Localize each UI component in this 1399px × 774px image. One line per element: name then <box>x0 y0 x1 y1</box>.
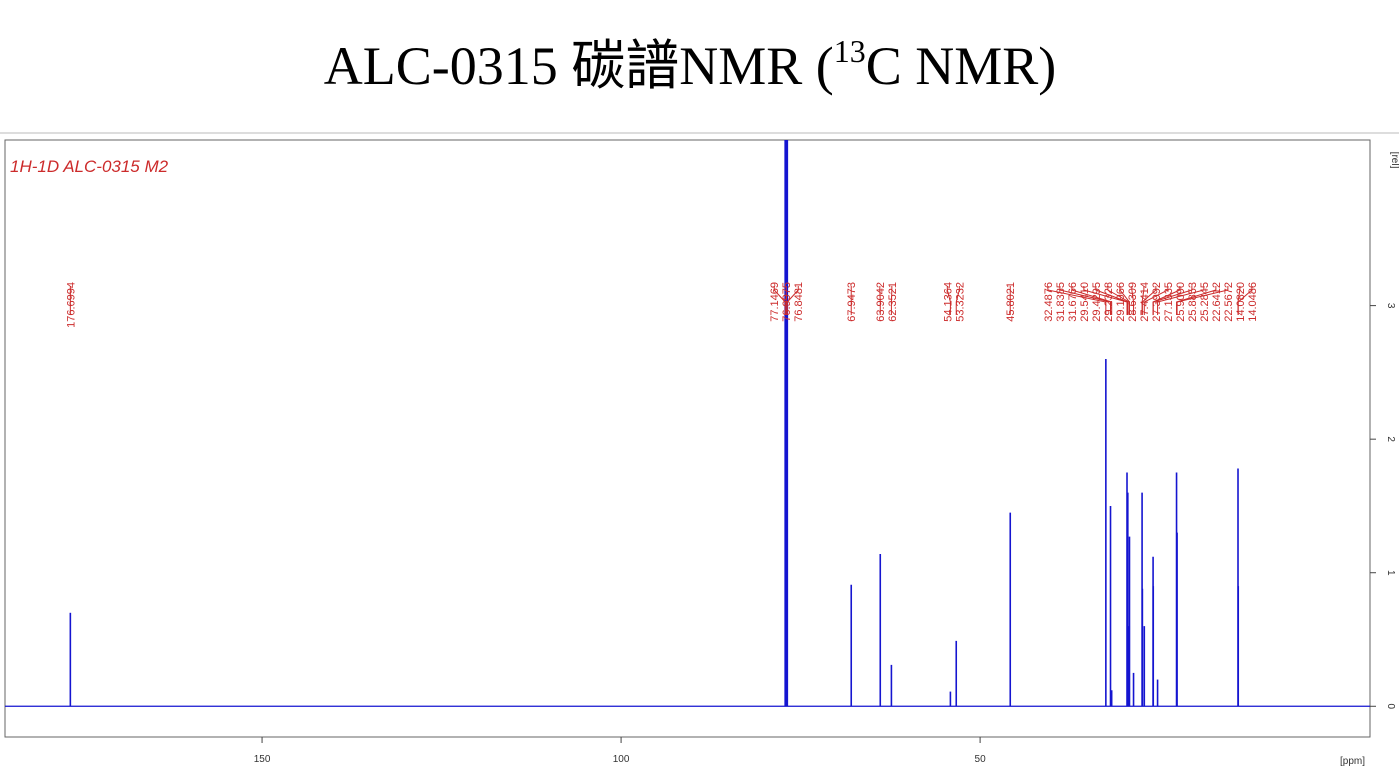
y-tick-label: 1 <box>1385 570 1396 576</box>
peak-label: 176.6994 <box>65 282 77 328</box>
peak-label-connector <box>946 286 951 315</box>
peak-label-connector <box>1141 286 1157 315</box>
peak-label-connector <box>1176 286 1217 315</box>
peak-label: 25.9090 <box>1175 282 1187 322</box>
y-tick-label: 3 <box>1385 303 1396 309</box>
peak-label: 45.8021 <box>1005 282 1017 322</box>
peak-label: 29.2328 <box>1103 282 1115 322</box>
peak-label-connector <box>1083 286 1128 315</box>
peak-label-connector <box>773 286 786 315</box>
peaks <box>5 140 1370 707</box>
peak-label-connector <box>786 286 799 315</box>
peak-label: 54.1364 <box>942 282 954 322</box>
peak-label-connector <box>955 286 960 315</box>
peak-label-connector <box>1157 286 1205 315</box>
title-text: ALC-0315 碳譜NMR ( <box>324 36 834 96</box>
peak-label: 29.5410 <box>1079 282 1091 322</box>
x-axis-label: [ppm] <box>1340 756 1365 767</box>
peak-label: 28.6309 <box>1127 282 1139 322</box>
peak-label: 63.9042 <box>875 282 887 322</box>
peak-label: 22.6412 <box>1211 282 1223 322</box>
peak-label: 67.9473 <box>846 282 858 322</box>
peak-label: 31.8385 <box>1055 282 1067 322</box>
x-tick-label: 150 <box>254 754 271 765</box>
peak-label: 22.5672 <box>1223 282 1235 322</box>
peak-label-connector <box>1131 286 1135 315</box>
peak-label: 76.8481 <box>793 282 805 322</box>
peak-label: 29.1966 <box>1115 282 1127 322</box>
peak-label-connector <box>1152 286 1193 315</box>
peak-label-connector <box>1176 286 1229 315</box>
peak-label: 27.1335 <box>1163 282 1175 322</box>
peak-label-connector <box>1047 286 1107 315</box>
peak-label: 25.8853 <box>1187 282 1199 322</box>
chart-title: ALC-0315 碳譜NMR (13C NMR) <box>324 33 1057 96</box>
peak-label: 14.0486 <box>1247 282 1259 322</box>
y-tick-label: 0 <box>1385 704 1396 710</box>
peak-label: 62.3521 <box>887 282 899 322</box>
y-axis-label: [rel] <box>1389 152 1399 169</box>
peak-label: 29.4295 <box>1091 282 1103 322</box>
x-tick-label: 50 <box>975 754 987 765</box>
peak-label: 53.3232 <box>954 282 966 322</box>
spectrum-name: 1H-1D ALC-0315 M2 <box>10 157 169 176</box>
peak-label: 14.0820 <box>1235 282 1247 322</box>
peak-label-connector <box>1095 286 1129 315</box>
title-suffix: C NMR) <box>866 36 1057 96</box>
peak-label-connector <box>1143 286 1169 315</box>
x-tick-label: 100 <box>613 754 630 765</box>
plot-frame <box>4 139 1371 738</box>
peak-label: 32.4876 <box>1043 282 1055 322</box>
peak-label: 25.2845 <box>1199 282 1211 322</box>
peak-label-connector <box>1237 286 1253 315</box>
peak-label: 77.1469 <box>769 282 781 322</box>
title-superscript: 13 <box>834 33 866 69</box>
peak-label-connector <box>1071 286 1113 315</box>
peak-label-connector <box>1059 286 1112 315</box>
peak-label: 31.6766 <box>1067 282 1079 322</box>
y-tick-label: 2 <box>1385 436 1396 442</box>
peak-label-connector <box>1119 286 1130 315</box>
